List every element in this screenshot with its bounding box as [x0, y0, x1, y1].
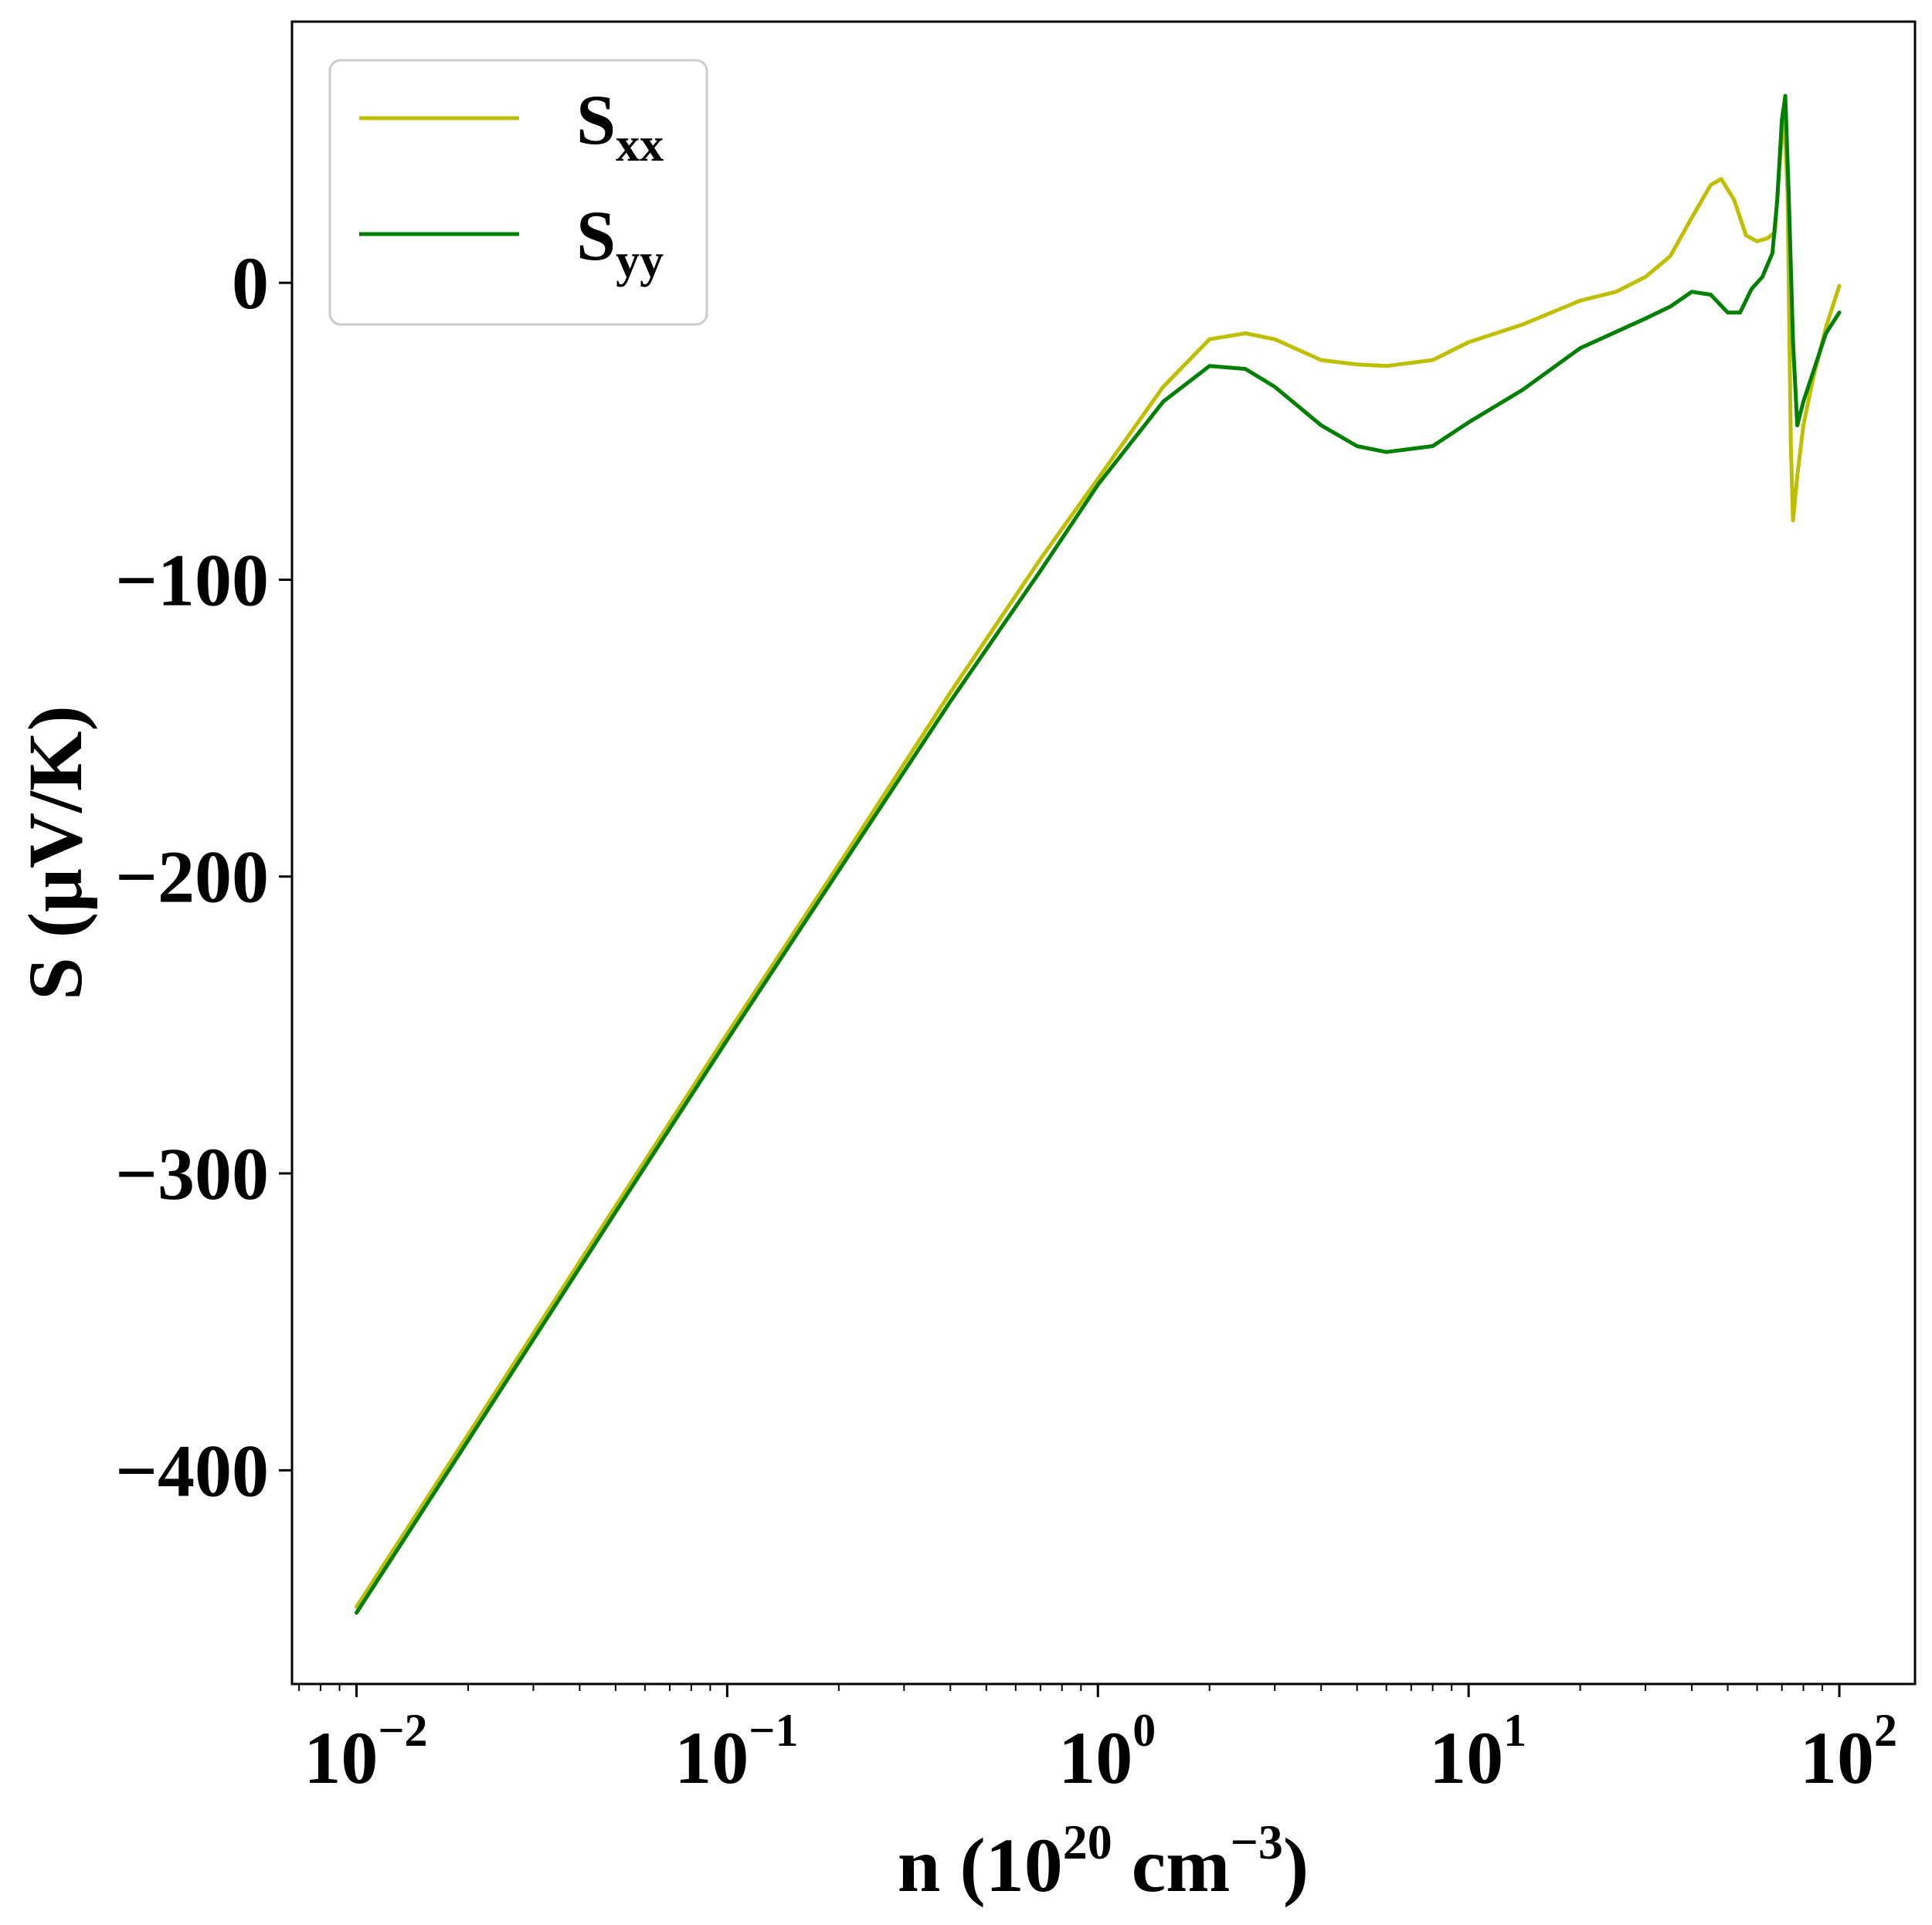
x-tick-label: 102	[1800, 1705, 1897, 1799]
x-axis: 10−2 10−1 100 101 102	[298, 1684, 1897, 1799]
x-tick-label-base: 10	[1800, 1716, 1874, 1799]
y-axis: 0 −100 −200 −300 −400	[115, 242, 292, 1512]
legend-box	[328, 59, 708, 326]
plot-frame	[290, 20, 1917, 1686]
x-tick-label-exponent: 1	[1503, 1705, 1526, 1756]
x-axis-label-sup1: 20	[1063, 1815, 1112, 1869]
x-tick-label-exponent: −2	[378, 1705, 427, 1756]
series-line-sxx	[355, 108, 1842, 1609]
x-axis-label-base: n (10	[898, 1822, 1063, 1908]
legend-label-syy: Syy	[576, 196, 664, 287]
y-tick-label: −400	[115, 1429, 269, 1512]
legend-label-syy-name: S	[576, 196, 616, 275]
x-tick-label-exponent: 0	[1132, 1705, 1156, 1756]
legend: Sxx Syy	[328, 59, 708, 326]
x-tick-label-base: 10	[674, 1716, 749, 1799]
x-axis-label-end: )	[1283, 1822, 1309, 1908]
series-line-syy	[355, 93, 1842, 1615]
x-tick-label: 101	[1429, 1705, 1526, 1799]
y-tick-label: −200	[115, 836, 269, 918]
x-tick-label-base: 10	[1429, 1716, 1503, 1799]
x-tick-label-exponent: −1	[749, 1705, 798, 1756]
legend-label-syy-sub: yy	[616, 235, 664, 287]
x-tick-label: 10−2	[304, 1705, 427, 1799]
y-axis-label: S (μV/K)	[12, 705, 98, 1000]
legend-label-sxx: Sxx	[576, 80, 664, 171]
legend-label-sxx-sub: xx	[616, 119, 664, 171]
x-axis-label: n (1020 cm−3)	[898, 1815, 1309, 1908]
x-axis-label-mid: cm	[1112, 1822, 1231, 1908]
y-tick-label: 0	[232, 242, 269, 324]
y-tick-label: −100	[115, 538, 269, 621]
series-layer	[355, 93, 1842, 1615]
legend-label-sxx-name: S	[576, 80, 616, 159]
x-tick-label: 10−1	[674, 1705, 798, 1799]
x-axis-label-sup2: −3	[1230, 1815, 1282, 1869]
x-tick-label: 100	[1058, 1705, 1156, 1799]
x-tick-label-base: 10	[304, 1716, 378, 1799]
y-tick-label: −300	[115, 1132, 269, 1215]
x-tick-label-exponent: 2	[1874, 1705, 1897, 1756]
x-tick-label-base: 10	[1058, 1716, 1132, 1799]
